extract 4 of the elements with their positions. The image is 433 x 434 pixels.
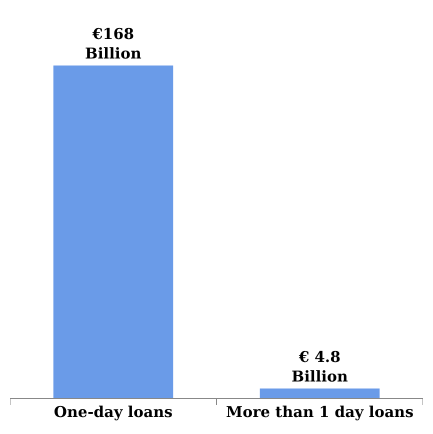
data-label: € 4.8 Billion <box>292 348 348 386</box>
data-label: €168 Billion <box>85 25 142 62</box>
x-tick-label: More than 1 day loans <box>226 403 414 421</box>
x-tick-label: One-day loans <box>54 403 173 421</box>
